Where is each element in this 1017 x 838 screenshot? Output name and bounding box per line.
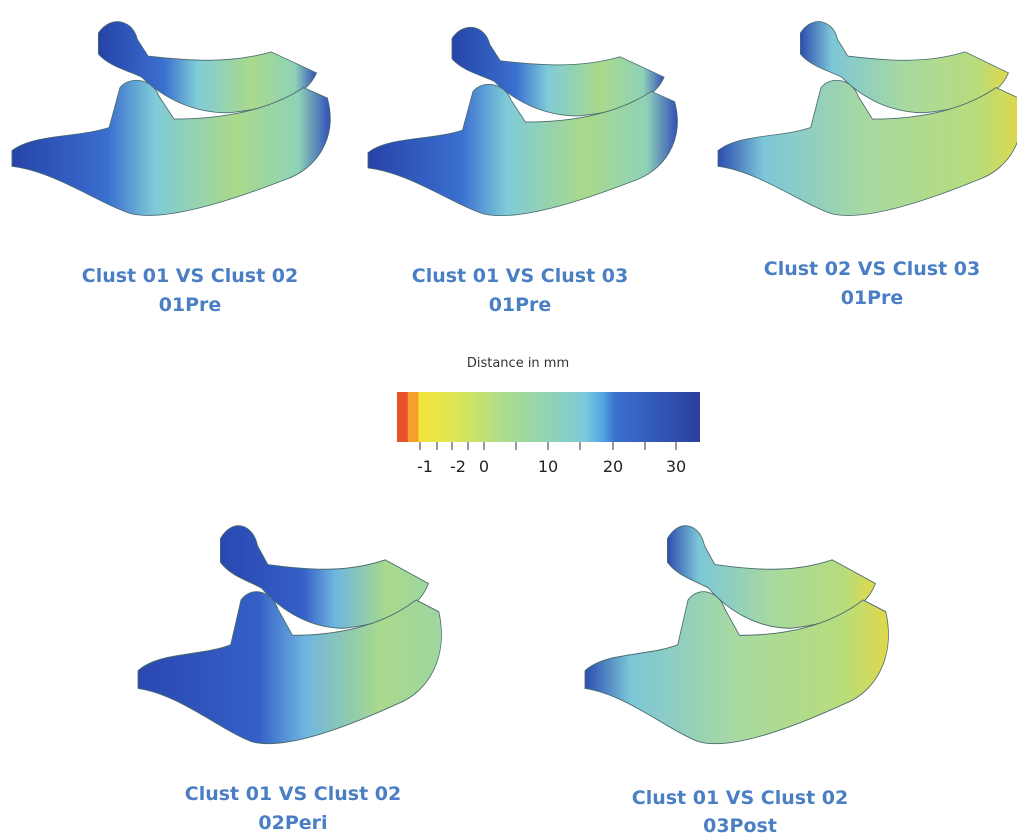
caption: 01Pre [489,294,552,316]
caption: Clust 01 VS Clust 02 [632,787,848,809]
caption: 01Pre [159,294,222,316]
colorbar-title: Distance in mm [467,356,569,371]
colorbar: Distance in mm -1 -2 0 10 20 30 [397,356,700,476]
colorbar-gradient [397,392,700,442]
tick-label: 10 [538,457,558,476]
caption: 02Peri [258,812,327,834]
caption: Clust 01 VS Clust 02 [185,783,401,805]
caption: Clust 01 VS Clust 02 [82,265,298,287]
caption: Clust 01 VS Clust 03 [412,265,628,287]
tick-label: 30 [666,457,686,476]
caption: 01Pre [841,287,904,309]
captions: Clust 01 VS Clust 02 01Pre Clust 01 VS C… [82,258,980,837]
caption: Clust 02 VS Clust 03 [764,258,980,280]
caption: 03Post [703,815,777,837]
mandible-render [11,21,1017,745]
tick-label: -2 [450,457,466,476]
tick-label: 0 [479,457,489,476]
tick-label: 20 [603,457,623,476]
tick-label: -1 [417,457,433,476]
